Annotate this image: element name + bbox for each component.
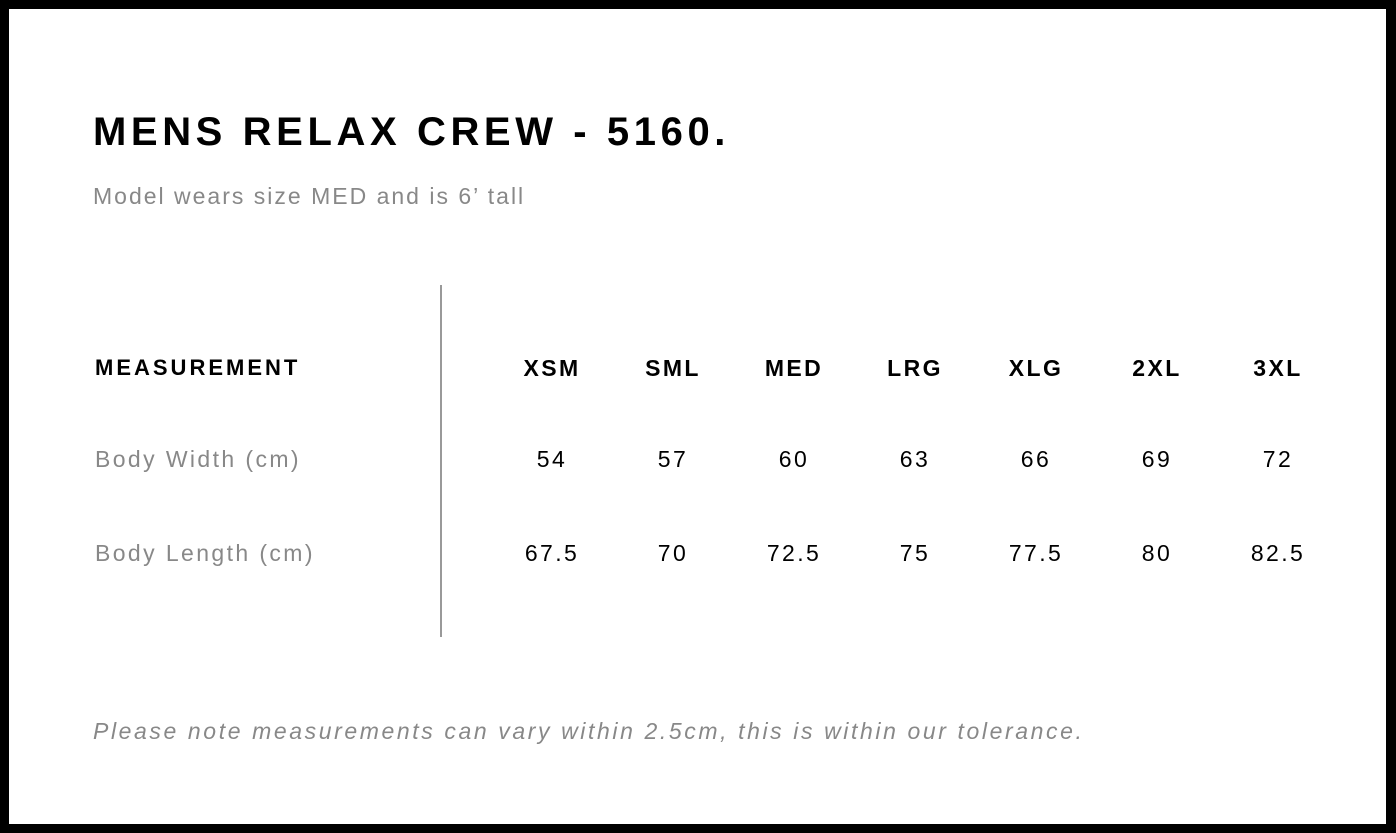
subtitle: Model wears size MED and is 6’ tall bbox=[93, 183, 526, 209]
size-header: 2XL bbox=[1132, 355, 1182, 381]
size-header: XSM bbox=[523, 355, 581, 381]
measurement-header: MEASUREMENT bbox=[95, 355, 301, 380]
table-cell: 57 bbox=[657, 446, 689, 472]
row-label-body-length: Body Length (cm) bbox=[95, 540, 315, 566]
size-header: MED bbox=[764, 355, 824, 381]
size-header: SML bbox=[645, 355, 701, 381]
table-cell: 63 bbox=[899, 446, 931, 472]
table-cell: 69 bbox=[1141, 446, 1173, 472]
size-header: 3XL bbox=[1253, 355, 1303, 381]
table-cell: 54 bbox=[536, 446, 568, 472]
tolerance-note: Please note measurements can vary within… bbox=[93, 718, 1085, 744]
table-cell: 72.5 bbox=[766, 540, 822, 566]
table-cell: 72 bbox=[1262, 446, 1294, 472]
page-title: MENS RELAX CREW - 5160. bbox=[93, 110, 731, 154]
table-cell: 77.5 bbox=[1008, 540, 1064, 566]
row-label-body-width: Body Width (cm) bbox=[95, 446, 301, 472]
size-chart-card: MENS RELAX CREW - 5160. Model wears size… bbox=[9, 9, 1386, 824]
size-header: XLG bbox=[1008, 355, 1064, 381]
table-cell: 66 bbox=[1020, 446, 1052, 472]
size-header: LRG bbox=[887, 355, 943, 381]
table-cell: 75 bbox=[899, 540, 931, 566]
table-cell: 60 bbox=[778, 446, 810, 472]
table-cell: 67.5 bbox=[524, 540, 580, 566]
column-divider bbox=[440, 285, 442, 637]
table-cell: 80 bbox=[1141, 540, 1173, 566]
table-cell: 70 bbox=[657, 540, 689, 566]
table-cell: 82.5 bbox=[1250, 540, 1306, 566]
